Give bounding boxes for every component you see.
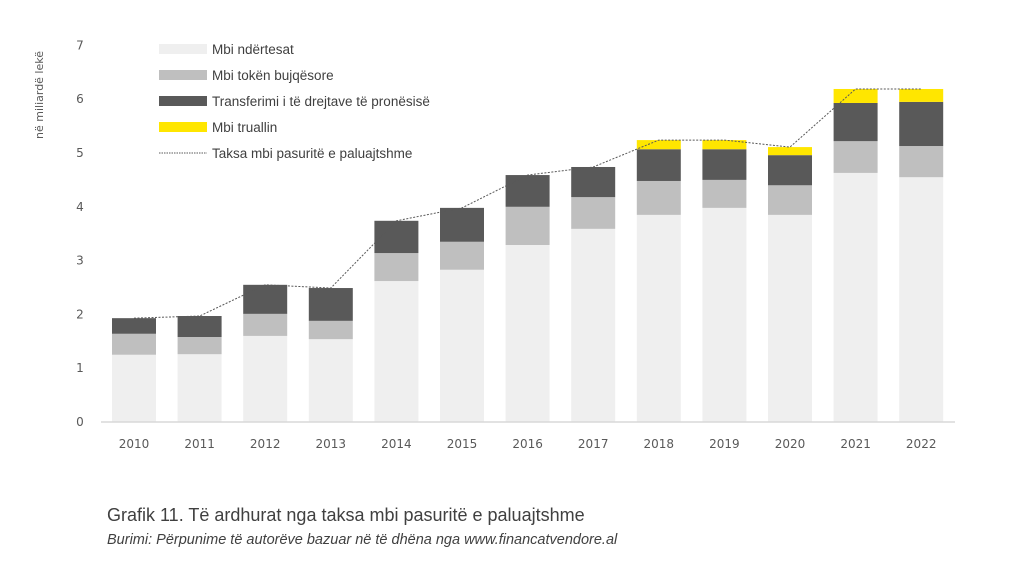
legend-label: Mbi truallin: [212, 120, 277, 135]
bars: [112, 88, 944, 422]
bar-segment: [899, 177, 944, 422]
y-tick-label: 2: [76, 307, 84, 321]
bar-segment: [833, 102, 878, 142]
legend: Mbi ndërtesat Mbi tokën bujqësore Transfer…: [159, 42, 430, 161]
bar-segment: [899, 101, 944, 147]
bar-segment: [243, 313, 288, 336]
bar-segment: [440, 207, 484, 242]
legend-label: Mbi tokën bujqësore: [212, 68, 334, 83]
bar-segment: [177, 336, 222, 355]
bar-group-2010: [112, 318, 156, 422]
legend-swatch: [159, 96, 207, 106]
x-tick-label: 2015: [447, 437, 478, 451]
total-line-series: [133, 88, 922, 319]
bar-segment: [636, 214, 681, 422]
bar-group-2022: [899, 88, 944, 422]
bar-segment: [899, 146, 944, 178]
bar-segment: [571, 166, 616, 198]
bar-segment: [505, 175, 550, 207]
figure-source: Burimi: Përpunime të autorëve bazuar në …: [107, 532, 618, 548]
bar-segment: [440, 269, 484, 422]
x-tick-label: 2012: [250, 437, 281, 451]
bar-segment: [768, 155, 812, 186]
x-tick-label: 2013: [316, 437, 347, 451]
bar-segment: [768, 214, 812, 422]
bar-segment: [243, 284, 288, 314]
bar-segment: [702, 179, 747, 208]
bar-segment: [833, 88, 878, 103]
bar-segment: [374, 281, 419, 422]
x-tick-label: 2022: [906, 437, 937, 451]
bar-segment: [505, 244, 550, 422]
bar-segment: [702, 149, 747, 180]
bar-group-2011: [177, 316, 222, 422]
bar-segment: [243, 335, 288, 422]
bar-group-2013: [308, 288, 353, 422]
bar-segment: [833, 172, 878, 422]
x-tick-label: 2011: [184, 437, 215, 451]
legend-swatch: [159, 122, 207, 132]
x-tick-label: 2019: [709, 437, 740, 451]
bar-segment: [177, 316, 222, 337]
bar-group-2017: [571, 166, 616, 422]
y-axis-label: në miliardë lekë: [33, 51, 46, 139]
legend-label: Transferimi i të drejtave të pronësisë: [212, 94, 430, 109]
figure-caption: Grafik 11. Të ardhurat nga taksa mbi pas…: [107, 505, 585, 525]
x-tick-label: 2010: [119, 437, 150, 451]
y-axis-ticks: 0 1 2 3 4 5 6 7: [76, 38, 84, 429]
bar-segment: [308, 339, 353, 422]
x-tick-label: 2018: [644, 437, 675, 451]
x-tick-label: 2016: [512, 437, 543, 451]
x-tick-label: 2020: [775, 437, 806, 451]
y-tick-label: 5: [76, 146, 84, 160]
bar-segment: [768, 185, 812, 215]
bar-segment: [308, 288, 353, 321]
y-tick-label: 0: [76, 415, 84, 429]
bar-segment: [636, 149, 681, 181]
y-tick-label: 4: [76, 200, 84, 214]
legend-label: Mbi ndërtesat: [212, 42, 294, 57]
y-tick-label: 1: [76, 361, 84, 375]
bar-segment: [833, 141, 878, 173]
legend-swatch: [159, 70, 207, 80]
y-tick-label: 7: [76, 38, 84, 52]
bar-group-2014: [374, 220, 419, 422]
x-axis-ticks: 2010 2011 2012 2013 2014 2015 2016 2017 2018 2019…: [119, 437, 937, 451]
y-tick-label: 6: [76, 92, 84, 106]
bar-group-2015: [440, 207, 484, 422]
bar-segment: [899, 88, 944, 102]
bar-segment: [702, 207, 747, 422]
bar-group-2016: [505, 175, 550, 422]
bar-segment: [636, 180, 681, 215]
bar-segment: [374, 253, 419, 282]
x-tick-label: 2021: [840, 437, 871, 451]
bar-segment: [374, 220, 419, 254]
bar-segment: [571, 228, 616, 422]
x-tick-label: 2014: [381, 437, 412, 451]
legend-swatch: [159, 44, 207, 54]
bar-group-2012: [243, 284, 288, 422]
bar-segment: [112, 354, 156, 422]
total-line: [133, 88, 922, 319]
bar-segment: [505, 206, 550, 245]
bar-segment: [177, 354, 222, 422]
x-tick-label: 2017: [578, 437, 609, 451]
bar-segment: [571, 197, 616, 229]
bar-segment: [768, 147, 812, 156]
bar-group-2019: [702, 140, 747, 422]
bar-group-2018: [636, 140, 681, 422]
bar-segment: [112, 318, 156, 334]
bar-group-2020: [768, 147, 812, 422]
bar-group-2021: [833, 88, 878, 422]
bar-segment: [112, 333, 156, 355]
bar-segment: [440, 241, 484, 270]
legend-label: Taksa mbi pasuritë e paluajtshme: [212, 146, 412, 161]
bar-segment: [636, 140, 681, 150]
y-tick-label: 3: [76, 254, 84, 268]
bar-segment: [308, 320, 353, 340]
bar-segment: [702, 140, 747, 150]
